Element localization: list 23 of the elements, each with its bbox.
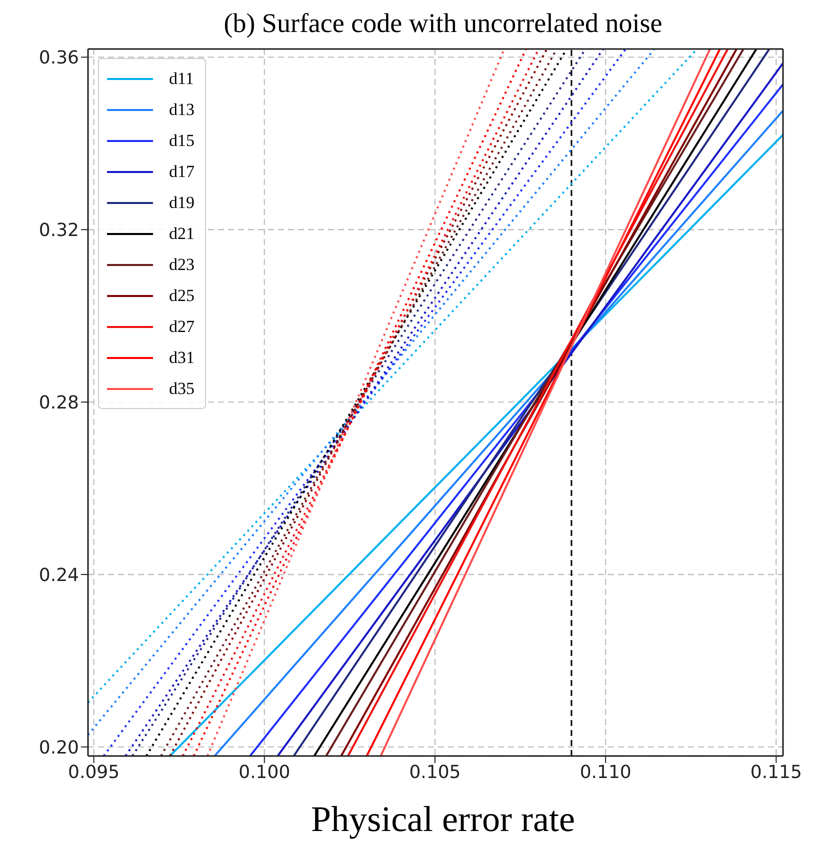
y-tick-label: 0.20 (38, 737, 79, 758)
legend-label: d25 (169, 286, 194, 306)
legend-label: d23 (169, 254, 194, 274)
legend-label: d13 (169, 100, 194, 120)
x-tick-label: 0.095 (68, 762, 120, 783)
x-tick-label: 0.115 (750, 762, 802, 783)
x-tick-label: 0.100 (238, 762, 290, 783)
y-tick-label: 0.28 (38, 392, 79, 414)
x-tick-label: 0.110 (580, 762, 632, 783)
x-axis-title: Physical error rate (310, 798, 576, 840)
y-tick-label: 0.32 (38, 220, 79, 242)
legend-label: d19 (169, 192, 194, 212)
legend-label: d15 (169, 130, 194, 150)
y-tick-label: 0.24 (38, 564, 79, 586)
legend-label: d35 (169, 378, 194, 398)
legend-label: d27 (169, 316, 194, 336)
chart-title: (b) Surface code with uncorrelated noise (222, 8, 664, 40)
legend-label: d11 (169, 68, 194, 88)
legend-label: d31 (169, 348, 194, 368)
y-tick-label: 0.36 (38, 48, 79, 69)
legend-label: d21 (169, 224, 194, 244)
legend-label: d17 (169, 162, 194, 182)
x-tick-label: 0.105 (409, 762, 461, 783)
